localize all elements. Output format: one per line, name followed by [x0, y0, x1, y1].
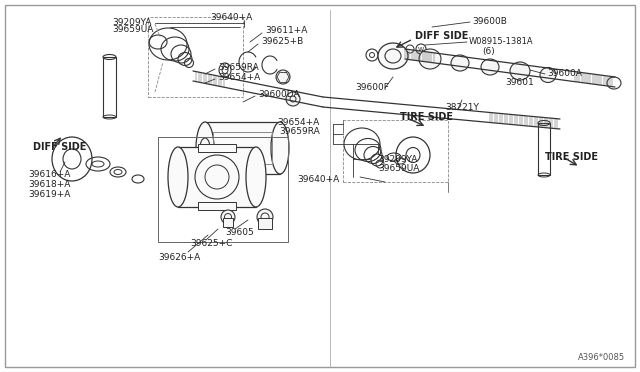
Text: 39618+A: 39618+A: [28, 180, 70, 189]
Bar: [258, 218, 272, 229]
Ellipse shape: [196, 122, 214, 174]
Bar: [198, 202, 236, 210]
Ellipse shape: [481, 59, 499, 75]
Text: 39640+A: 39640+A: [298, 174, 340, 183]
Text: 39654+A: 39654+A: [278, 118, 320, 126]
Text: 39654+A: 39654+A: [218, 73, 260, 81]
Ellipse shape: [257, 209, 273, 225]
Bar: [198, 144, 236, 152]
Text: 39600B: 39600B: [472, 16, 507, 26]
Bar: [223, 218, 233, 227]
Text: (6): (6): [482, 46, 495, 55]
Text: 39659RA: 39659RA: [218, 62, 259, 71]
Text: W08915-1381A: W08915-1381A: [469, 36, 534, 45]
Ellipse shape: [271, 122, 289, 174]
Ellipse shape: [540, 67, 556, 83]
Text: 39209YA: 39209YA: [378, 154, 417, 164]
Text: 39626+A: 39626+A: [158, 253, 200, 262]
Ellipse shape: [451, 55, 469, 71]
Text: DIFF SIDE: DIFF SIDE: [415, 31, 468, 41]
Text: 39611+A: 39611+A: [265, 26, 307, 35]
Bar: [205, 122, 280, 174]
Bar: [158, 137, 288, 242]
Text: 39600F: 39600F: [355, 83, 389, 92]
Text: 39659UA: 39659UA: [378, 164, 419, 173]
Text: 39209YA: 39209YA: [112, 17, 152, 26]
Bar: [103, 57, 116, 117]
Text: 39659RA: 39659RA: [279, 126, 320, 135]
Text: 39605: 39605: [225, 228, 253, 237]
Text: 39640+A: 39640+A: [210, 13, 252, 22]
Ellipse shape: [419, 49, 441, 69]
Bar: [538, 123, 550, 175]
Ellipse shape: [168, 147, 188, 207]
Text: 39625+C: 39625+C: [190, 240, 232, 248]
Ellipse shape: [286, 92, 300, 106]
Text: 39659UA: 39659UA: [112, 25, 154, 33]
Ellipse shape: [221, 210, 235, 224]
Ellipse shape: [510, 62, 530, 80]
Text: 38221Y: 38221Y: [445, 103, 479, 112]
Bar: [343, 120, 448, 182]
Bar: [148, 17, 243, 97]
Bar: [213, 132, 272, 164]
Text: 39616+A: 39616+A: [28, 170, 70, 179]
Ellipse shape: [378, 43, 408, 69]
Text: 39625+B: 39625+B: [261, 36, 303, 45]
Text: DIFF SIDE: DIFF SIDE: [33, 142, 86, 152]
Text: W: W: [418, 46, 424, 51]
Text: A396*0085: A396*0085: [578, 353, 625, 362]
Text: TIRE SIDE: TIRE SIDE: [545, 152, 598, 162]
Text: 39619+A: 39619+A: [28, 189, 70, 199]
Text: 39600DA: 39600DA: [258, 90, 300, 99]
Ellipse shape: [246, 147, 266, 207]
Bar: [178, 147, 256, 207]
Ellipse shape: [276, 70, 290, 84]
Text: 39601: 39601: [505, 77, 534, 87]
Text: 39600A: 39600A: [547, 68, 582, 77]
Text: TIRE SIDE: TIRE SIDE: [400, 112, 453, 122]
